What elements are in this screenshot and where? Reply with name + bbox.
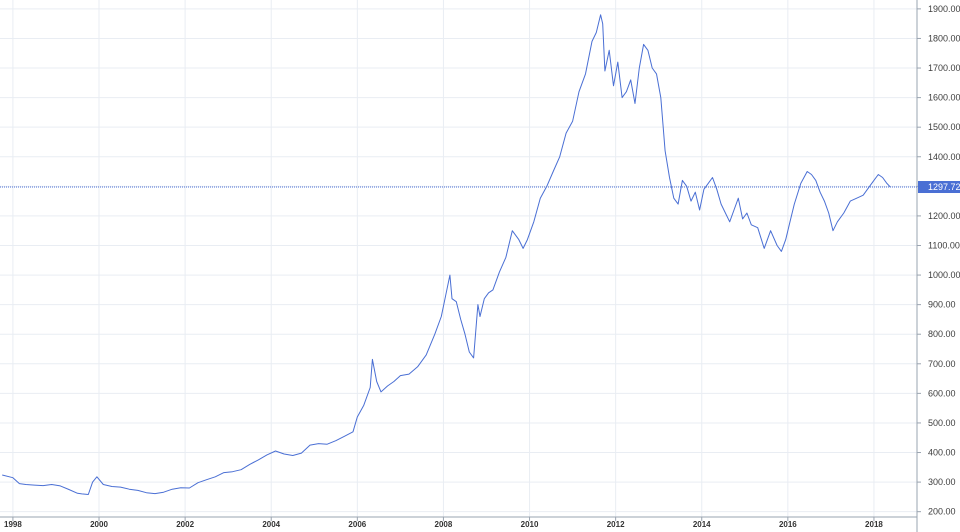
- y-tick-label: 400.00: [928, 448, 956, 458]
- y-tick-label: 900.00: [928, 300, 956, 310]
- y-tick-label: 1400.00: [928, 152, 960, 162]
- y-tick-label: 300.00: [928, 477, 956, 487]
- y-tick-label: 800.00: [928, 329, 956, 339]
- x-tick-label: 1998: [4, 520, 22, 529]
- series-group: [2, 14, 891, 495]
- y-tick-label: 1600.00: [928, 93, 960, 103]
- x-tick-label: 2014: [693, 520, 711, 529]
- x-tick-label: 2000: [90, 520, 108, 529]
- current-price-badge-bg: [918, 181, 960, 194]
- y-tick-label: 700.00: [928, 359, 956, 369]
- y-tick-label: 1700.00: [928, 63, 960, 73]
- x-axis-ticks: 1998 2000 2002 2004 2006 2008 2010 2012 2014 2016…: [4, 517, 883, 529]
- y-tick-label: 200.00: [928, 507, 956, 517]
- y-tick-label: 1100.00: [928, 240, 960, 250]
- current-price-badge: 1297.72: [918, 181, 960, 194]
- y-tick-label: 1900.00: [928, 4, 960, 14]
- current-price-label: 1297.72: [928, 182, 960, 192]
- x-tick-label: 2004: [262, 520, 280, 529]
- y-tick-label: 600.00: [928, 388, 956, 398]
- x-tick-label: 2008: [435, 520, 453, 529]
- chart-grid: [0, 0, 917, 517]
- y-tick-label: 1000.00: [928, 270, 960, 280]
- y-axis-ticks: 200.00 300.00 400.00 500.00 600.00 700.00 800.…: [917, 4, 960, 517]
- x-tick-label: 2006: [348, 520, 366, 529]
- x-tick-label: 2010: [521, 520, 539, 529]
- x-tick-label: 2016: [779, 520, 797, 529]
- price-series-line: [2, 14, 891, 495]
- y-tick-label: 1200.00: [928, 211, 960, 221]
- y-tick-label: 1800.00: [928, 33, 960, 43]
- y-tick-label: 500.00: [928, 418, 956, 428]
- y-tick-label: 1500.00: [928, 122, 960, 132]
- x-tick-label: 2012: [607, 520, 625, 529]
- x-tick-label: 2002: [176, 520, 194, 529]
- x-tick-label: 2018: [865, 520, 883, 529]
